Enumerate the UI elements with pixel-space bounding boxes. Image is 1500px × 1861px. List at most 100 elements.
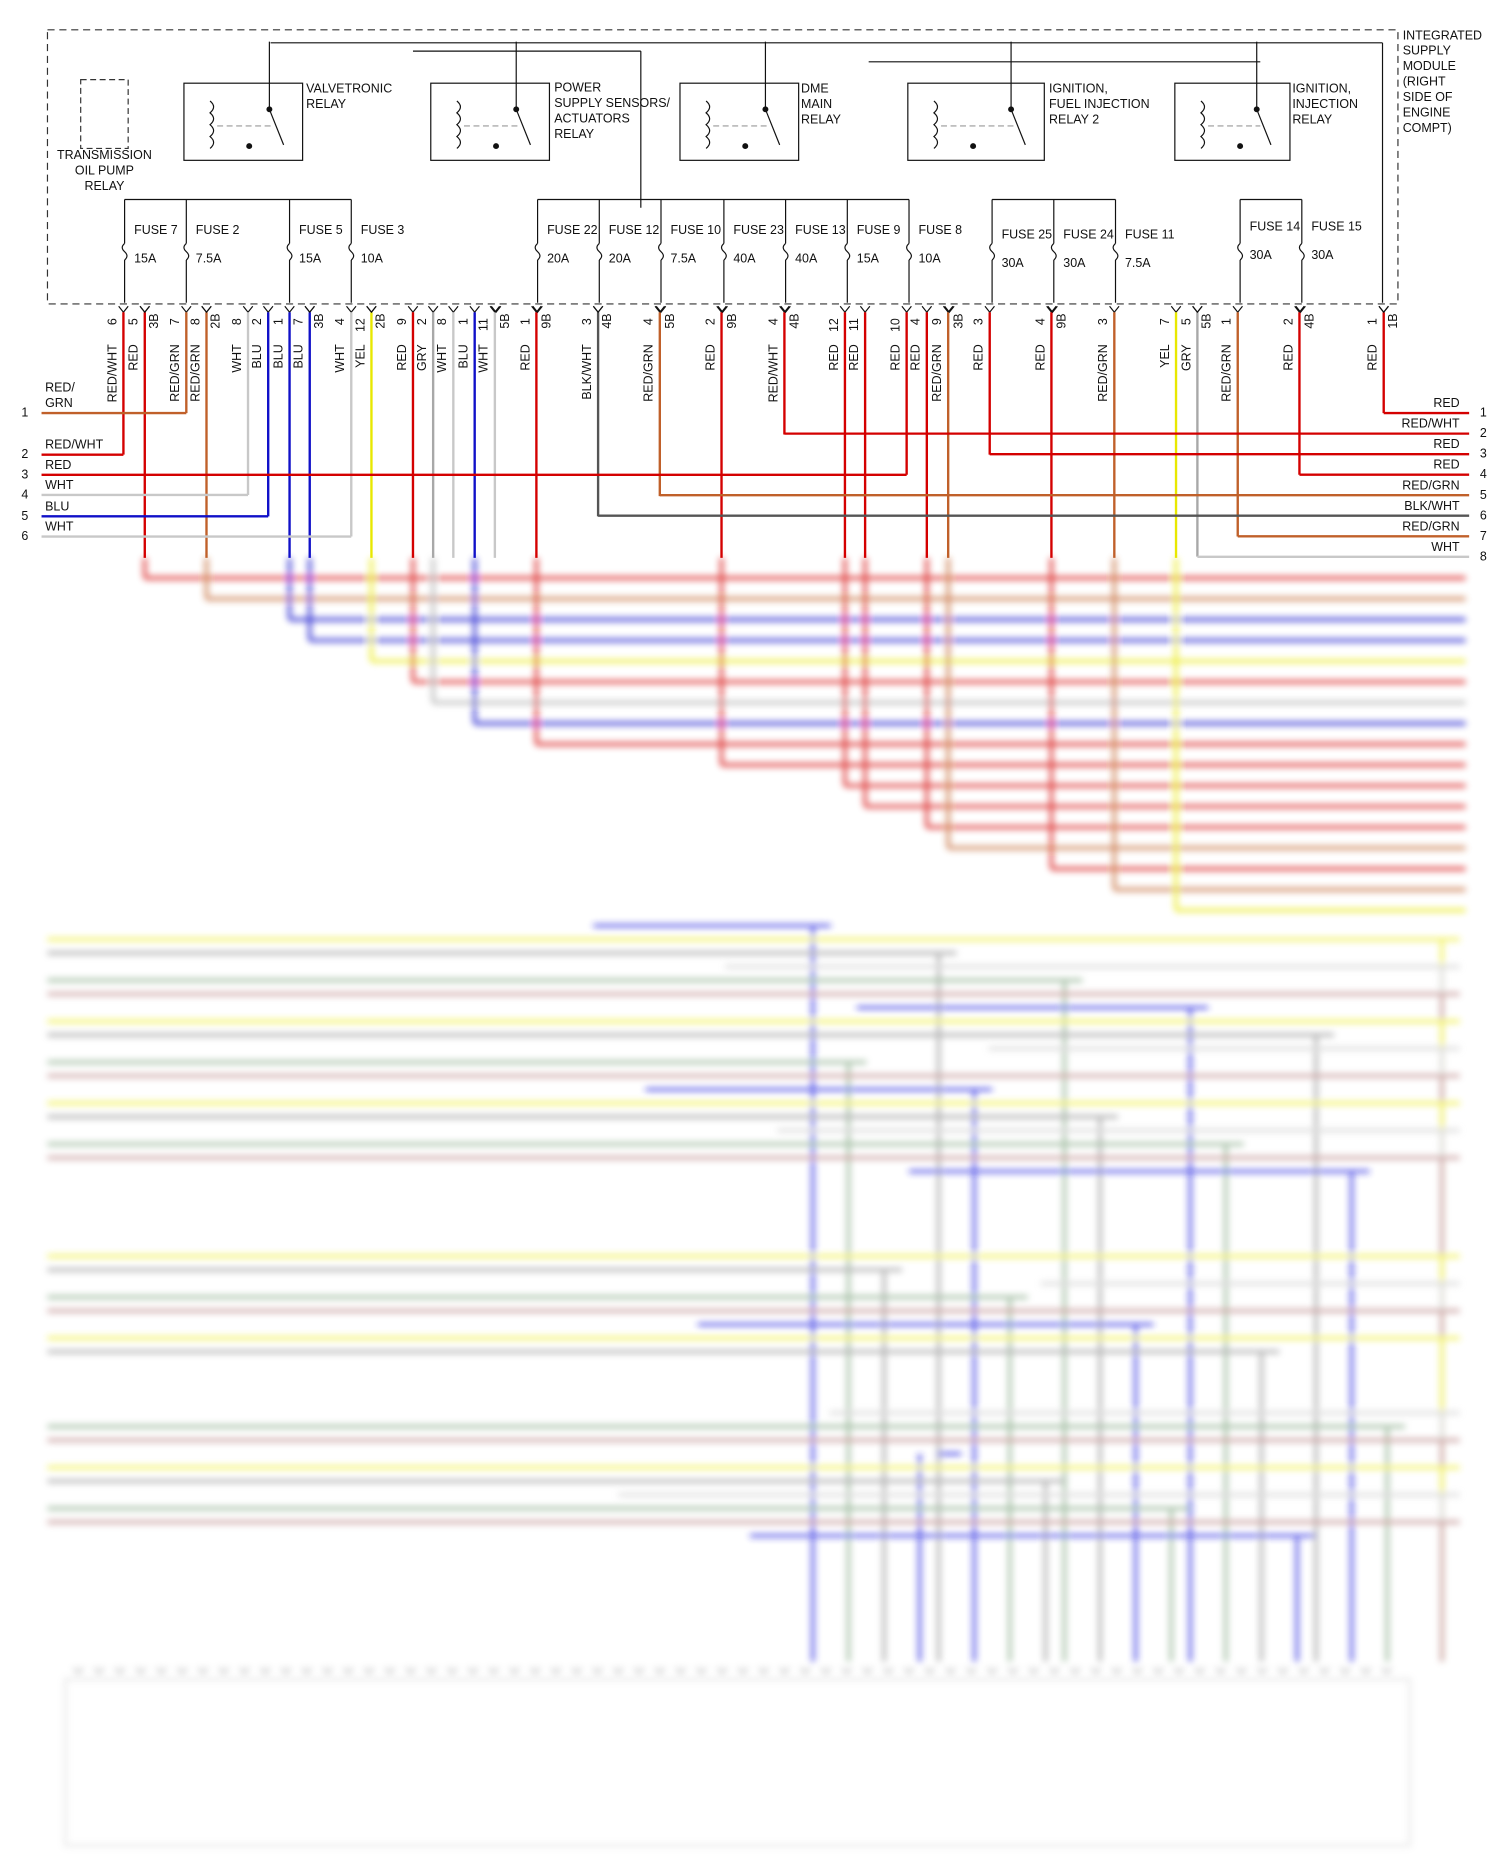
fuse-rating: 20A [609, 251, 632, 265]
pin-symbol [859, 305, 871, 314]
pin-symbol [284, 305, 295, 314]
fuse-symbol [720, 242, 727, 261]
module-label: ENGINE [1403, 105, 1451, 119]
fuse-name: FUSE 13 [795, 223, 846, 237]
module-label: INTEGRATED [1403, 28, 1482, 42]
left-wire-label: BLU [45, 499, 69, 513]
relay-label: RELAY 2 [1049, 113, 1099, 127]
pin-number: 6 [105, 318, 119, 325]
relay-box [430, 82, 551, 161]
relay-coil [1200, 100, 1206, 149]
fuse-rating: 10A [919, 251, 942, 265]
pin-number: 1 [271, 318, 285, 325]
pin-symbol [1256, 1667, 1268, 1675]
pin-symbol [1360, 1667, 1372, 1675]
fuse-name: FUSE 22 [547, 223, 598, 237]
pin-number: 12 [827, 318, 841, 332]
pin-symbol [1090, 1667, 1102, 1675]
wire-label: YEL [353, 344, 367, 368]
pin-symbol [737, 1667, 749, 1675]
fuse-symbol [183, 242, 190, 261]
relay-label: ACTUATORS [554, 111, 630, 125]
pin-symbol [675, 1667, 686, 1675]
connector-block [64, 1678, 1411, 1847]
wire-label: RED [1281, 344, 1295, 370]
node [742, 143, 749, 150]
wire-label: RED/GRN [930, 344, 944, 401]
pin-number: 12 [353, 318, 367, 332]
wire-label: RED [1366, 344, 1380, 370]
left-wire-label: WHT [45, 478, 74, 492]
relay-label: FUEL INJECTION [1049, 97, 1150, 111]
connector-label: 9B [1055, 313, 1069, 328]
relay-label: POWER [554, 80, 601, 94]
pin-symbol [135, 1667, 146, 1675]
pin-symbol [841, 1667, 852, 1675]
relay-label: RELAY [84, 179, 125, 193]
pin-number: 4 [909, 318, 923, 325]
pin-symbol [73, 1667, 84, 1675]
left-wire-number: 2 [21, 447, 28, 461]
pin-symbol [717, 305, 728, 314]
relay-switch [764, 109, 781, 146]
pin-number: 4 [1033, 318, 1047, 325]
pin-symbol [490, 305, 502, 314]
fuse-rating: 30A [1063, 256, 1086, 270]
pin-symbol [509, 1667, 520, 1675]
pin-symbol [529, 1667, 541, 1675]
right-wire-number: 7 [1480, 529, 1487, 543]
pin-symbol [1069, 1667, 1081, 1675]
fuse-symbol [348, 242, 355, 261]
wire-label: WHT [230, 344, 244, 373]
fuse-symbol [1050, 242, 1057, 261]
pin-symbol [571, 1667, 582, 1675]
connector-label: 9B [540, 313, 554, 328]
fuse-symbol [1112, 242, 1119, 261]
connector-label: 3B [147, 313, 161, 328]
fuse-name: FUSE 7 [134, 223, 178, 237]
left-wire-number: 6 [21, 529, 28, 543]
pin-symbol [426, 1667, 437, 1675]
relay-coil [933, 100, 939, 149]
pin-symbol [469, 305, 480, 314]
pin-number: 7 [1158, 318, 1172, 325]
pin-number: 5 [1179, 318, 1193, 325]
pin-symbol [1132, 1667, 1143, 1675]
wire-label: WHT [435, 344, 449, 373]
pin-symbol [592, 1667, 603, 1675]
pin-symbol [181, 305, 192, 314]
pin-number: 7 [292, 318, 306, 325]
fuse-name: FUSE 11 [1125, 228, 1175, 242]
wire-label: RED/GRN [642, 344, 656, 401]
wire-label: RED [395, 344, 409, 370]
pin-number: 8 [188, 318, 202, 325]
relay-switch [515, 109, 532, 146]
pin-symbol [1170, 305, 1182, 314]
pin-symbol [242, 305, 254, 314]
pin-number: 3 [580, 318, 594, 325]
connector-label: 4B [788, 313, 802, 328]
node [246, 143, 253, 150]
wire-label: BLK/WHT [580, 344, 594, 400]
pin-number: 5 [127, 318, 141, 325]
pin-symbol [1295, 305, 1306, 314]
fuse-name: FUSE 10 [670, 223, 721, 237]
fuse-name: FUSE 15 [1311, 219, 1362, 233]
pin-number: 3 [972, 318, 986, 325]
wire-label: RED [909, 344, 923, 370]
pin-symbol [550, 1667, 562, 1675]
right-wire-label: RED/WHT [1402, 417, 1460, 431]
wire-label: BLU [292, 344, 306, 368]
wire-label: RED/WHT [766, 344, 780, 402]
pin-symbol [901, 305, 912, 314]
wire-label: RED [889, 344, 903, 370]
pin-symbol [613, 1667, 624, 1675]
right-wire-label: RED/GRN [1402, 478, 1459, 492]
fuse-rating: 40A [733, 251, 756, 265]
pin-symbol [1319, 1667, 1330, 1675]
pin-symbol [448, 305, 459, 314]
connector-label: 9B [725, 313, 739, 328]
node [970, 143, 977, 150]
pin-symbol [820, 1667, 832, 1675]
